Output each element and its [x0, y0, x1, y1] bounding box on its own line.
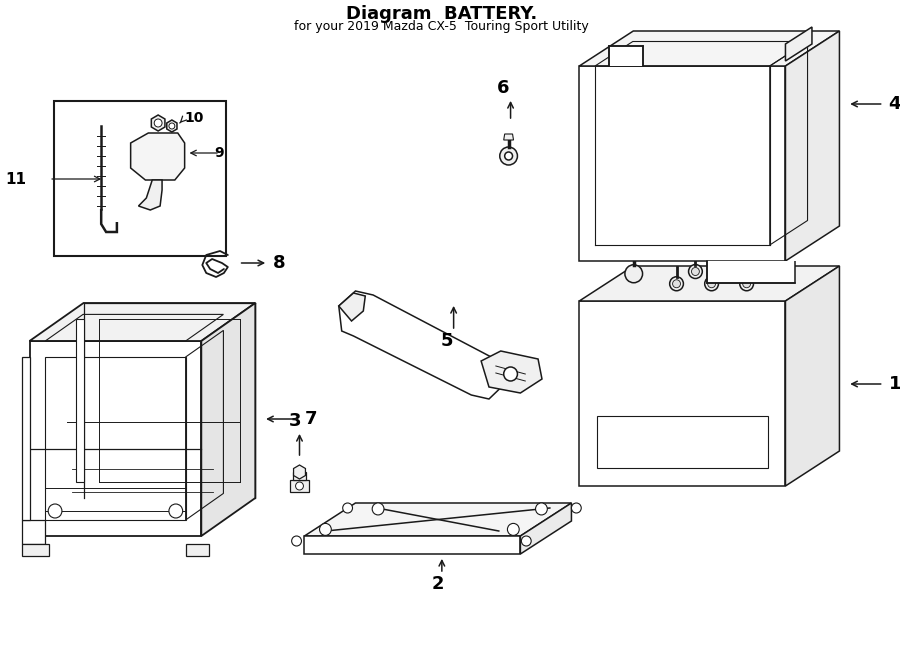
Circle shape	[572, 503, 581, 513]
Circle shape	[672, 280, 680, 288]
Circle shape	[670, 277, 683, 291]
Polygon shape	[293, 465, 305, 479]
Polygon shape	[22, 544, 50, 556]
Circle shape	[691, 268, 699, 276]
Circle shape	[49, 504, 62, 518]
Circle shape	[740, 277, 753, 291]
Circle shape	[705, 277, 718, 291]
Text: for your 2019 Mazda CX-5  Touring Sport Utility: for your 2019 Mazda CX-5 Touring Sport U…	[294, 20, 590, 33]
Text: 7: 7	[304, 410, 317, 428]
Polygon shape	[608, 46, 644, 66]
Text: 2: 2	[432, 575, 445, 593]
Polygon shape	[30, 341, 202, 536]
Text: 10: 10	[184, 111, 204, 125]
Polygon shape	[304, 536, 520, 554]
Circle shape	[688, 264, 702, 278]
Circle shape	[761, 268, 770, 276]
Polygon shape	[22, 357, 30, 520]
Polygon shape	[580, 66, 786, 261]
Polygon shape	[139, 180, 162, 210]
Polygon shape	[786, 266, 840, 486]
Circle shape	[707, 280, 716, 288]
Circle shape	[625, 265, 643, 283]
Polygon shape	[30, 303, 256, 341]
Circle shape	[320, 524, 331, 535]
Circle shape	[505, 152, 512, 160]
Polygon shape	[290, 480, 310, 492]
Polygon shape	[786, 31, 840, 261]
Polygon shape	[580, 301, 786, 486]
Circle shape	[169, 123, 175, 129]
Circle shape	[154, 119, 162, 127]
Polygon shape	[130, 133, 184, 180]
Circle shape	[742, 280, 751, 288]
Polygon shape	[202, 303, 256, 536]
Text: 4: 4	[888, 95, 900, 113]
Text: 8: 8	[273, 254, 285, 272]
Text: 1: 1	[888, 375, 900, 393]
Text: 3: 3	[288, 412, 301, 430]
Circle shape	[343, 503, 353, 513]
Circle shape	[500, 147, 518, 165]
Circle shape	[169, 504, 183, 518]
Polygon shape	[166, 120, 177, 132]
Polygon shape	[580, 31, 840, 66]
Polygon shape	[76, 319, 84, 482]
Polygon shape	[304, 503, 572, 536]
Circle shape	[759, 264, 772, 278]
Polygon shape	[185, 544, 209, 556]
Polygon shape	[338, 293, 365, 321]
Text: Diagram  BATTERY.: Diagram BATTERY.	[346, 5, 537, 23]
Circle shape	[504, 367, 518, 381]
Polygon shape	[151, 115, 165, 131]
Circle shape	[724, 264, 737, 278]
Text: 5: 5	[440, 332, 453, 350]
Circle shape	[508, 524, 519, 535]
Polygon shape	[786, 27, 812, 61]
Polygon shape	[580, 266, 840, 301]
Polygon shape	[292, 472, 306, 480]
Polygon shape	[338, 291, 506, 399]
Text: 6: 6	[497, 79, 509, 97]
Polygon shape	[482, 351, 542, 393]
Polygon shape	[45, 357, 185, 520]
Circle shape	[373, 503, 384, 515]
Circle shape	[292, 536, 302, 546]
Circle shape	[536, 503, 547, 515]
Bar	[54, 101, 226, 256]
Text: 11: 11	[5, 171, 27, 186]
Circle shape	[726, 268, 734, 276]
Polygon shape	[706, 261, 796, 283]
Polygon shape	[520, 503, 572, 554]
Polygon shape	[504, 134, 514, 140]
Circle shape	[295, 482, 303, 490]
Circle shape	[521, 536, 531, 546]
Text: 9: 9	[214, 146, 224, 160]
Polygon shape	[22, 520, 45, 544]
